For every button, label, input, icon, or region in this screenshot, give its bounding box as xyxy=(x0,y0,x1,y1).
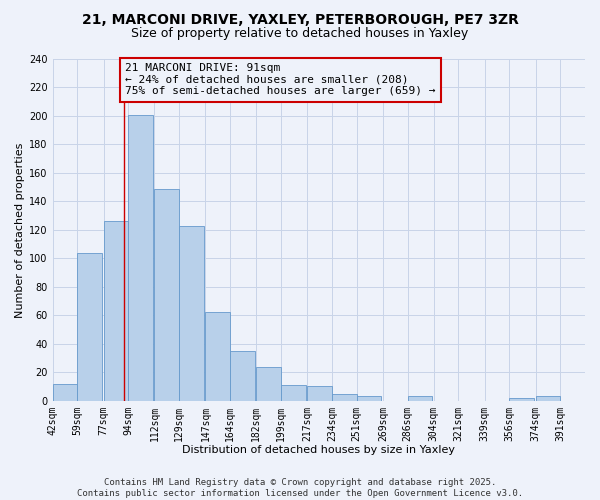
Bar xyxy=(509,398,534,400)
Bar xyxy=(53,384,77,400)
Bar xyxy=(77,252,102,400)
Text: 21 MARCONI DRIVE: 91sqm
← 24% of detached houses are smaller (208)
75% of semi-d: 21 MARCONI DRIVE: 91sqm ← 24% of detache… xyxy=(125,64,436,96)
X-axis label: Distribution of detached houses by size in Yaxley: Distribution of detached houses by size … xyxy=(182,445,455,455)
Bar xyxy=(332,394,356,400)
Bar xyxy=(307,386,332,400)
Bar xyxy=(179,226,204,400)
Bar xyxy=(104,222,128,400)
Text: 21, MARCONI DRIVE, YAXLEY, PETERBOROUGH, PE7 3ZR: 21, MARCONI DRIVE, YAXLEY, PETERBOROUGH,… xyxy=(82,12,518,26)
Bar xyxy=(256,366,281,400)
Text: Size of property relative to detached houses in Yaxley: Size of property relative to detached ho… xyxy=(131,28,469,40)
Bar xyxy=(205,312,230,400)
Y-axis label: Number of detached properties: Number of detached properties xyxy=(15,142,25,318)
Bar xyxy=(128,114,153,401)
Bar xyxy=(407,396,432,400)
Bar xyxy=(281,385,306,400)
Bar xyxy=(536,396,560,400)
Text: Contains HM Land Registry data © Crown copyright and database right 2025.
Contai: Contains HM Land Registry data © Crown c… xyxy=(77,478,523,498)
Bar xyxy=(356,396,382,400)
Bar xyxy=(154,188,179,400)
Bar xyxy=(230,351,255,401)
